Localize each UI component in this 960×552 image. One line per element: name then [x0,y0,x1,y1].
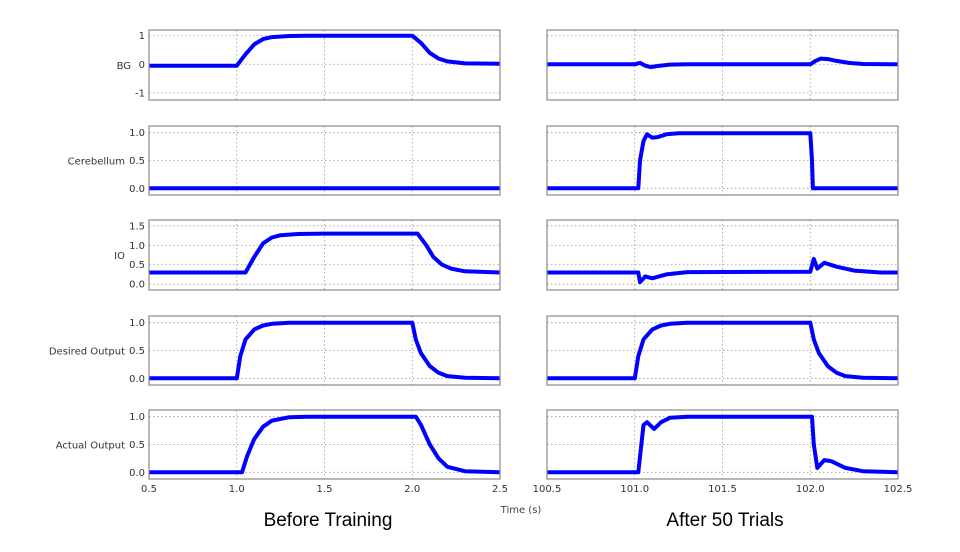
y-tick-label: 0.5 [129,440,145,451]
title-after-50-trials: After 50 Trials [666,510,783,531]
y-tick-label: 0.0 [129,280,145,291]
axes-frame [546,219,899,291]
series-line [149,320,501,381]
y-tick-label: 0 [139,60,145,71]
subplot-io-before: 1.5 1.0 0.5 0.0 [129,219,501,291]
y-tick-label: 1.0 [129,318,145,329]
subplot-io-after [546,219,899,291]
y-tick-label: 1.5 [129,221,145,232]
axes-frame [546,315,899,386]
y-axis-label: BG [117,61,131,72]
y-tick-label: 1.0 [129,128,145,139]
y-tick-label: 0.0 [129,374,145,385]
y-tick-label: 1.0 [129,241,145,252]
y-tick-label: 0.0 [129,184,145,195]
axes-frame [546,29,899,101]
subplot-desired-output-before: 1.0 0.5 0.0 [129,315,501,386]
y-axis-label: Desired Output [49,347,125,358]
y-tick-label: 0.0 [129,468,145,479]
x-tick-label: 1.5 [317,484,333,495]
y-axis-label: IO [114,251,125,262]
axes-frame [148,219,501,291]
x-tick-label: 0.5 [141,484,157,495]
axes-frame [546,409,899,480]
x-tick-label: 101.0 [620,484,649,495]
subplot-actual-output-before: 1.0 0.5 0.0 0.5 1.0 1.5 2.0 2.5 [129,409,508,495]
series-line [547,131,898,191]
series-line [149,414,501,475]
axes-frame [148,125,501,196]
y-tick-label: 1.0 [129,412,145,423]
y-tick-label: -1 [135,88,145,99]
subplot-bg-before: 1 0 -1 [135,29,501,101]
y-axis-label: Actual Output [56,441,125,452]
x-tick-label: 100.5 [533,484,562,495]
subplot-cerebellum-after [546,125,899,196]
x-tick-label: 102.0 [796,484,825,495]
series-line [547,414,899,475]
series-line [547,320,899,381]
subplot-desired-output-after [546,315,899,386]
series-line [547,256,898,285]
axes-frame [148,409,501,480]
axes-frame [148,315,501,386]
series-line [149,231,501,275]
x-tick-label: 102.5 [884,484,913,495]
y-tick-label: 1 [139,31,145,42]
subplot-actual-output-after: 100.5 101.0 101.5 102.0 102.5 [533,409,913,495]
y-tick-label: 0.5 [129,156,145,167]
x-tick-label: 2.5 [492,484,508,495]
x-tick-label: 101.5 [708,484,737,495]
x-tick-label: 2.0 [404,484,420,495]
x-tick-label: 1.0 [229,484,245,495]
series-line [149,33,501,68]
y-tick-label: 0.5 [129,346,145,357]
y-tick-label: 0.5 [129,260,145,271]
series-line [547,56,899,70]
x-axis-label: Time (s) [500,505,542,516]
subplot-bg-after [546,29,899,101]
subplot-cerebellum-before: 1.0 0.5 0.0 [129,125,501,196]
y-axis-label: Cerebellum [68,157,125,168]
axes-frame [546,125,899,196]
axes-frame [148,29,501,101]
title-before-training: Before Training [264,510,393,531]
